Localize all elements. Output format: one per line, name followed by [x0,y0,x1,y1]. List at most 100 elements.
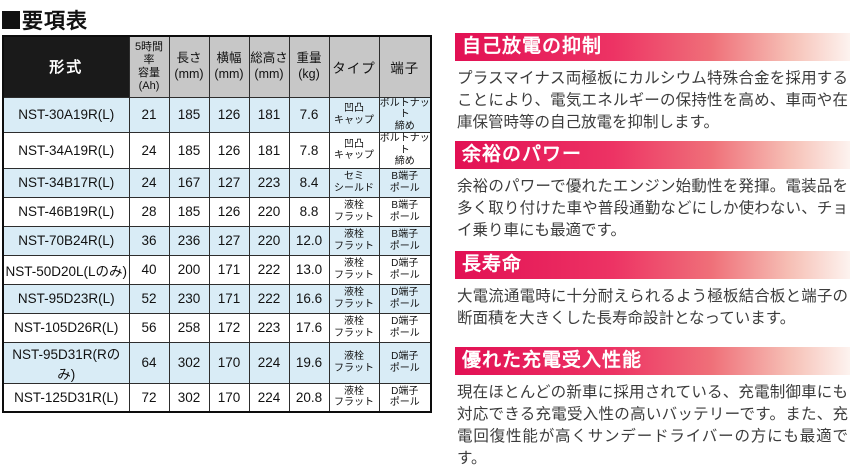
cell-height: 222 [248,283,290,314]
cell-terminal: ボルトナット 締め [378,132,432,169]
cell-weight: 17.6 [288,312,330,343]
cell-capacity: 28 [128,196,170,227]
cell-length: 302 [168,382,210,413]
feature-heading: 優れた充電受入性能 [455,347,850,375]
cell-type: 液栓 フラット [328,225,380,256]
table-row: NST-125D31R(L) 72 302 170 224 20.8 液栓 フラ… [2,382,432,413]
cell-capacity: 52 [128,283,170,314]
cell-height: 222 [248,254,290,285]
cell-capacity: 24 [128,167,170,198]
cell-weight: 8.8 [288,196,330,227]
cell-height: 181 [248,96,290,133]
table-row: NST-50D20L(Lのみ) 40 200 171 222 13.0 液栓 フ… [2,254,432,285]
cell-terminal: D端子 ポール [378,312,432,343]
feature-section-power: 余裕のパワー 余裕のパワーで優れたエンジン始動性を発揮。電装品を多く取り付けた車… [455,141,850,242]
table-row: NST-95D31R(Rのみ) 64 302 170 224 19.6 液栓 フ… [2,341,432,384]
table-row: NST-30A19R(L) 21 185 126 181 7.6 凹凸 キャップ… [2,96,432,133]
cell-width: 171 [208,254,250,285]
cell-model: NST-30A19R(L) [2,96,130,133]
col-header-length: 長さ (mm) [168,35,210,98]
cell-type: 液栓 フラット [328,341,380,384]
cell-weight: 12.0 [288,225,330,256]
cell-width: 170 [208,382,250,413]
cell-terminal: D端子 ポール [378,254,432,285]
cell-type: 液栓 フラット [328,283,380,314]
feature-body: 余裕のパワーで優れたエンジン始動性を発揮。電装品を多く取り付けた車や普段通勤など… [457,178,848,239]
table-row: NST-105D26R(L) 56 258 172 223 17.6 液栓 フラ… [2,312,432,343]
cell-length: 185 [168,96,210,133]
cell-length: 302 [168,341,210,384]
col-header-type: タイプ [328,35,380,98]
page-title: 要項表 [2,5,88,35]
cell-model: NST-34B17R(L) [2,167,130,198]
cell-terminal: D端子 ポール [378,341,432,384]
title-square-icon [2,11,20,29]
cell-terminal: B端子 ポール [378,167,432,198]
feature-heading: 余裕のパワー [455,141,850,169]
cell-type: 液栓 フラット [328,254,380,285]
cell-terminal: B端子 ポール [378,196,432,227]
spec-table: 形式 5時間率 容量 (Ah) 長さ (mm) 横幅 (mm) 総高さ (mm)… [2,35,432,413]
cell-capacity: 64 [128,341,170,384]
cell-height: 224 [248,382,290,413]
cell-terminal: D端子 ポール [378,283,432,314]
cell-weight: 13.0 [288,254,330,285]
cell-weight: 19.6 [288,341,330,384]
cell-length: 230 [168,283,210,314]
feature-section-charge-acceptance: 優れた充電受入性能 現在ほとんどの新車に採用されている、充電制御車にも対応できる… [455,347,850,470]
cell-width: 170 [208,341,250,384]
cell-width: 172 [208,312,250,343]
cell-length: 236 [168,225,210,256]
table-header-row: 形式 5時間率 容量 (Ah) 長さ (mm) 横幅 (mm) 総高さ (mm)… [2,35,432,98]
cell-height: 181 [248,132,290,169]
cell-capacity: 56 [128,312,170,343]
cell-type: 液栓 フラット [328,196,380,227]
col-header-terminal: 端子 [378,35,432,98]
cell-capacity: 40 [128,254,170,285]
cell-type: セミ シールド [328,167,380,198]
cell-length: 258 [168,312,210,343]
table-row: NST-34A19R(L) 24 185 126 181 7.8 凹凸 キャップ… [2,132,432,169]
cell-length: 167 [168,167,210,198]
cell-model: NST-70B24R(L) [2,225,130,256]
feature-body: 大電流通電時に十分耐えられるよう極板結合板と端子の断面積を大きくした長寿命設計と… [457,288,848,327]
cell-model: NST-95D23R(L) [2,283,130,314]
cell-width: 126 [208,196,250,227]
cell-type: 液栓 フラット [328,312,380,343]
cell-width: 126 [208,132,250,169]
col-header-width: 横幅 (mm) [208,35,250,98]
cell-weight: 8.4 [288,167,330,198]
table-row: NST-34B17R(L) 24 167 127 223 8.4 セミ シールド… [2,167,432,198]
cell-model: NST-34A19R(L) [2,132,130,169]
cell-capacity: 24 [128,132,170,169]
cell-terminal: B端子 ポール [378,225,432,256]
cell-model: NST-46B19R(L) [2,196,130,227]
cell-weight: 16.6 [288,283,330,314]
cell-terminal: D端子 ポール [378,382,432,413]
col-header-weight: 重量 (kg) [288,35,330,98]
cell-type: 凹凸 キャップ [328,132,380,169]
cell-height: 220 [248,196,290,227]
cell-height: 223 [248,312,290,343]
feature-body: プラスマイナス両極板にカルシウム特殊合金を採用することにより、電気エネルギーの保… [457,70,848,131]
feature-heading: 長寿命 [455,251,850,279]
cell-type: 凹凸 キャップ [328,96,380,133]
cell-model: NST-125D31R(L) [2,382,130,413]
cell-type: 液栓 フラット [328,382,380,413]
feature-body: 現在ほとんどの新車に採用されている、充電制御車にも対応できる充電受入性の高いバッ… [457,384,848,467]
cell-height: 220 [248,225,290,256]
cell-width: 127 [208,225,250,256]
cell-width: 126 [208,96,250,133]
col-header-capacity: 5時間率 容量 (Ah) [128,35,170,98]
feature-section-long-life: 長寿命 大電流通電時に十分耐えられるよう極板結合板と端子の断面積を大きくした長寿… [455,251,850,330]
table-row: NST-46B19R(L) 28 185 126 220 8.8 液栓 フラット… [2,196,432,227]
cell-capacity: 21 [128,96,170,133]
cell-weight: 20.8 [288,382,330,413]
cell-height: 223 [248,167,290,198]
table-row: NST-95D23R(L) 52 230 171 222 16.6 液栓 フラッ… [2,283,432,314]
cell-length: 200 [168,254,210,285]
feature-heading: 自己放電の抑制 [455,33,850,61]
page-title-text: 要項表 [22,10,88,33]
cell-model: NST-105D26R(L) [2,312,130,343]
cell-height: 224 [248,341,290,384]
